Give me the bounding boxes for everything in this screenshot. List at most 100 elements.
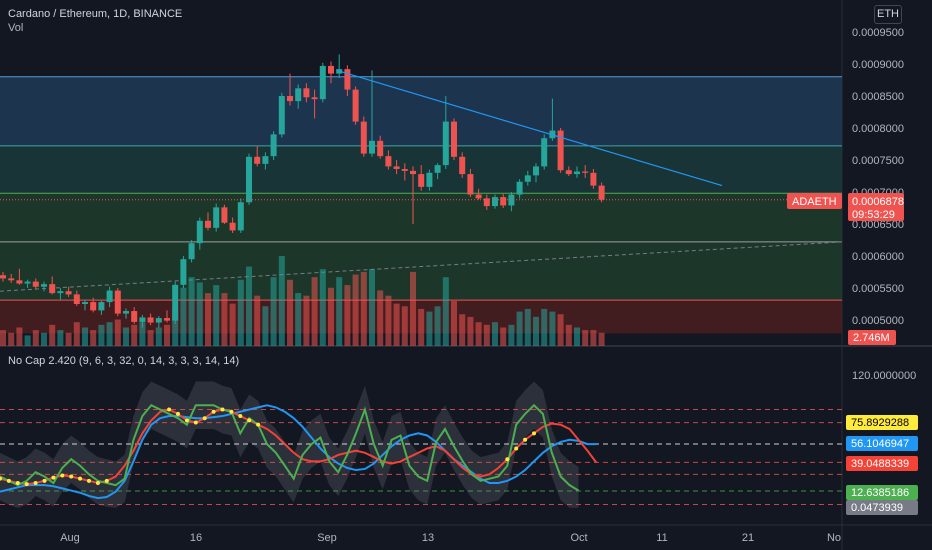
candle-body	[295, 88, 302, 102]
volume-bar	[557, 314, 564, 346]
candle-body	[164, 318, 170, 321]
volume-bar	[565, 324, 572, 346]
candle-body	[82, 302, 88, 304]
candle-body	[533, 166, 539, 176]
indicator-dot	[202, 416, 207, 421]
indicator-series-2	[0, 403, 580, 492]
volume-bar	[336, 277, 343, 346]
volume-bar	[574, 327, 580, 346]
indicator-tag-bg	[846, 485, 918, 500]
candle-body	[492, 197, 498, 207]
volume-bar	[369, 269, 375, 346]
volume-bar	[16, 327, 23, 346]
indicator-dot	[220, 407, 225, 412]
candle-body	[401, 168, 408, 171]
last-price-tag-bg	[848, 193, 904, 221]
time-tick-label: No	[827, 532, 841, 544]
candle-body	[508, 194, 515, 206]
indicator-tag-bg	[846, 436, 918, 451]
volume-bar	[426, 311, 433, 346]
candle-body	[557, 130, 564, 171]
candle-body	[41, 284, 47, 287]
volume-bar	[451, 301, 457, 346]
volume-bar	[524, 308, 531, 346]
volume-bar	[41, 332, 47, 346]
candle-body	[65, 291, 72, 295]
volume-bar	[500, 327, 507, 346]
candle-body	[24, 281, 31, 284]
indicator-dot	[24, 482, 29, 487]
indicator-dot	[104, 478, 109, 483]
indicator-dot	[167, 407, 172, 412]
candle-body	[196, 220, 203, 244]
volume-bar	[49, 324, 56, 346]
volume-bar	[8, 332, 15, 346]
price-tick-label: 0.0005000	[852, 315, 904, 327]
indicator-dot	[176, 411, 180, 416]
indicator-tag-bg	[846, 500, 918, 515]
candle-body	[147, 317, 154, 323]
volume-bar	[344, 285, 351, 346]
volume-bar	[270, 277, 277, 346]
volume-bar	[147, 330, 154, 346]
currency-button[interactable]: ETH	[874, 5, 902, 24]
time-tick-label: 11	[656, 532, 667, 544]
candle-body	[172, 284, 179, 321]
indicator-dot	[33, 481, 38, 485]
candle-body	[516, 181, 523, 195]
price-tick-label: 0.0009000	[852, 59, 904, 71]
candle-body	[500, 197, 507, 206]
volume-bar	[295, 293, 302, 346]
trendline	[336, 69, 723, 187]
volume-bar	[418, 308, 425, 346]
price-tick-label: 0.0005500	[852, 283, 904, 295]
volume-bar	[303, 295, 310, 346]
candle-body	[369, 140, 375, 154]
volume-bar	[164, 324, 170, 346]
candle-body	[434, 165, 441, 173]
price-tick-label: 0.0008000	[852, 123, 904, 135]
volume-tag: 2.746M	[853, 332, 890, 344]
candle-body	[0, 275, 6, 279]
volume-bar	[106, 322, 113, 346]
candle-body	[303, 88, 310, 98]
volume-bar	[434, 306, 441, 346]
candle-body	[574, 171, 580, 175]
volume-bar	[287, 279, 293, 346]
volume-bar	[360, 271, 367, 346]
volume-bar	[516, 311, 523, 346]
volume-tag-bg	[848, 330, 896, 345]
indicator-dot	[0, 476, 2, 481]
candle-body	[16, 280, 23, 284]
candle-body	[98, 302, 105, 311]
indicator-dot	[238, 414, 243, 419]
candle-body	[180, 259, 187, 285]
volume-bar	[180, 287, 187, 346]
candle-body	[565, 170, 572, 175]
time-tick-label: 21	[742, 532, 754, 544]
indicator-tag: 0.0473939	[851, 502, 903, 514]
candle-body	[418, 174, 425, 187]
indicator-tag: 56.1046947	[851, 438, 909, 450]
candle-body	[188, 243, 195, 260]
volume-bar	[24, 335, 31, 346]
volume-bar	[475, 322, 482, 346]
time-tick-label: Oct	[570, 532, 587, 544]
volume-bar	[582, 330, 589, 346]
volume-bar	[221, 293, 228, 346]
indicator-tag: 75.8929288	[851, 417, 909, 429]
indicator-dot	[247, 418, 252, 423]
volume-bar	[246, 266, 252, 346]
last-price-tag: 0.0006878	[852, 196, 904, 208]
indicator-dot	[229, 409, 234, 414]
volume-bar	[139, 322, 146, 346]
volume-bar	[401, 306, 408, 346]
volume-bar	[319, 269, 326, 346]
volume-bar	[90, 330, 97, 346]
candle-body	[328, 65, 334, 74]
indicator-dot	[95, 481, 100, 485]
indicator-tag-bg	[846, 415, 918, 430]
candle-body	[590, 172, 597, 186]
volume-legend: Vol	[8, 22, 24, 34]
